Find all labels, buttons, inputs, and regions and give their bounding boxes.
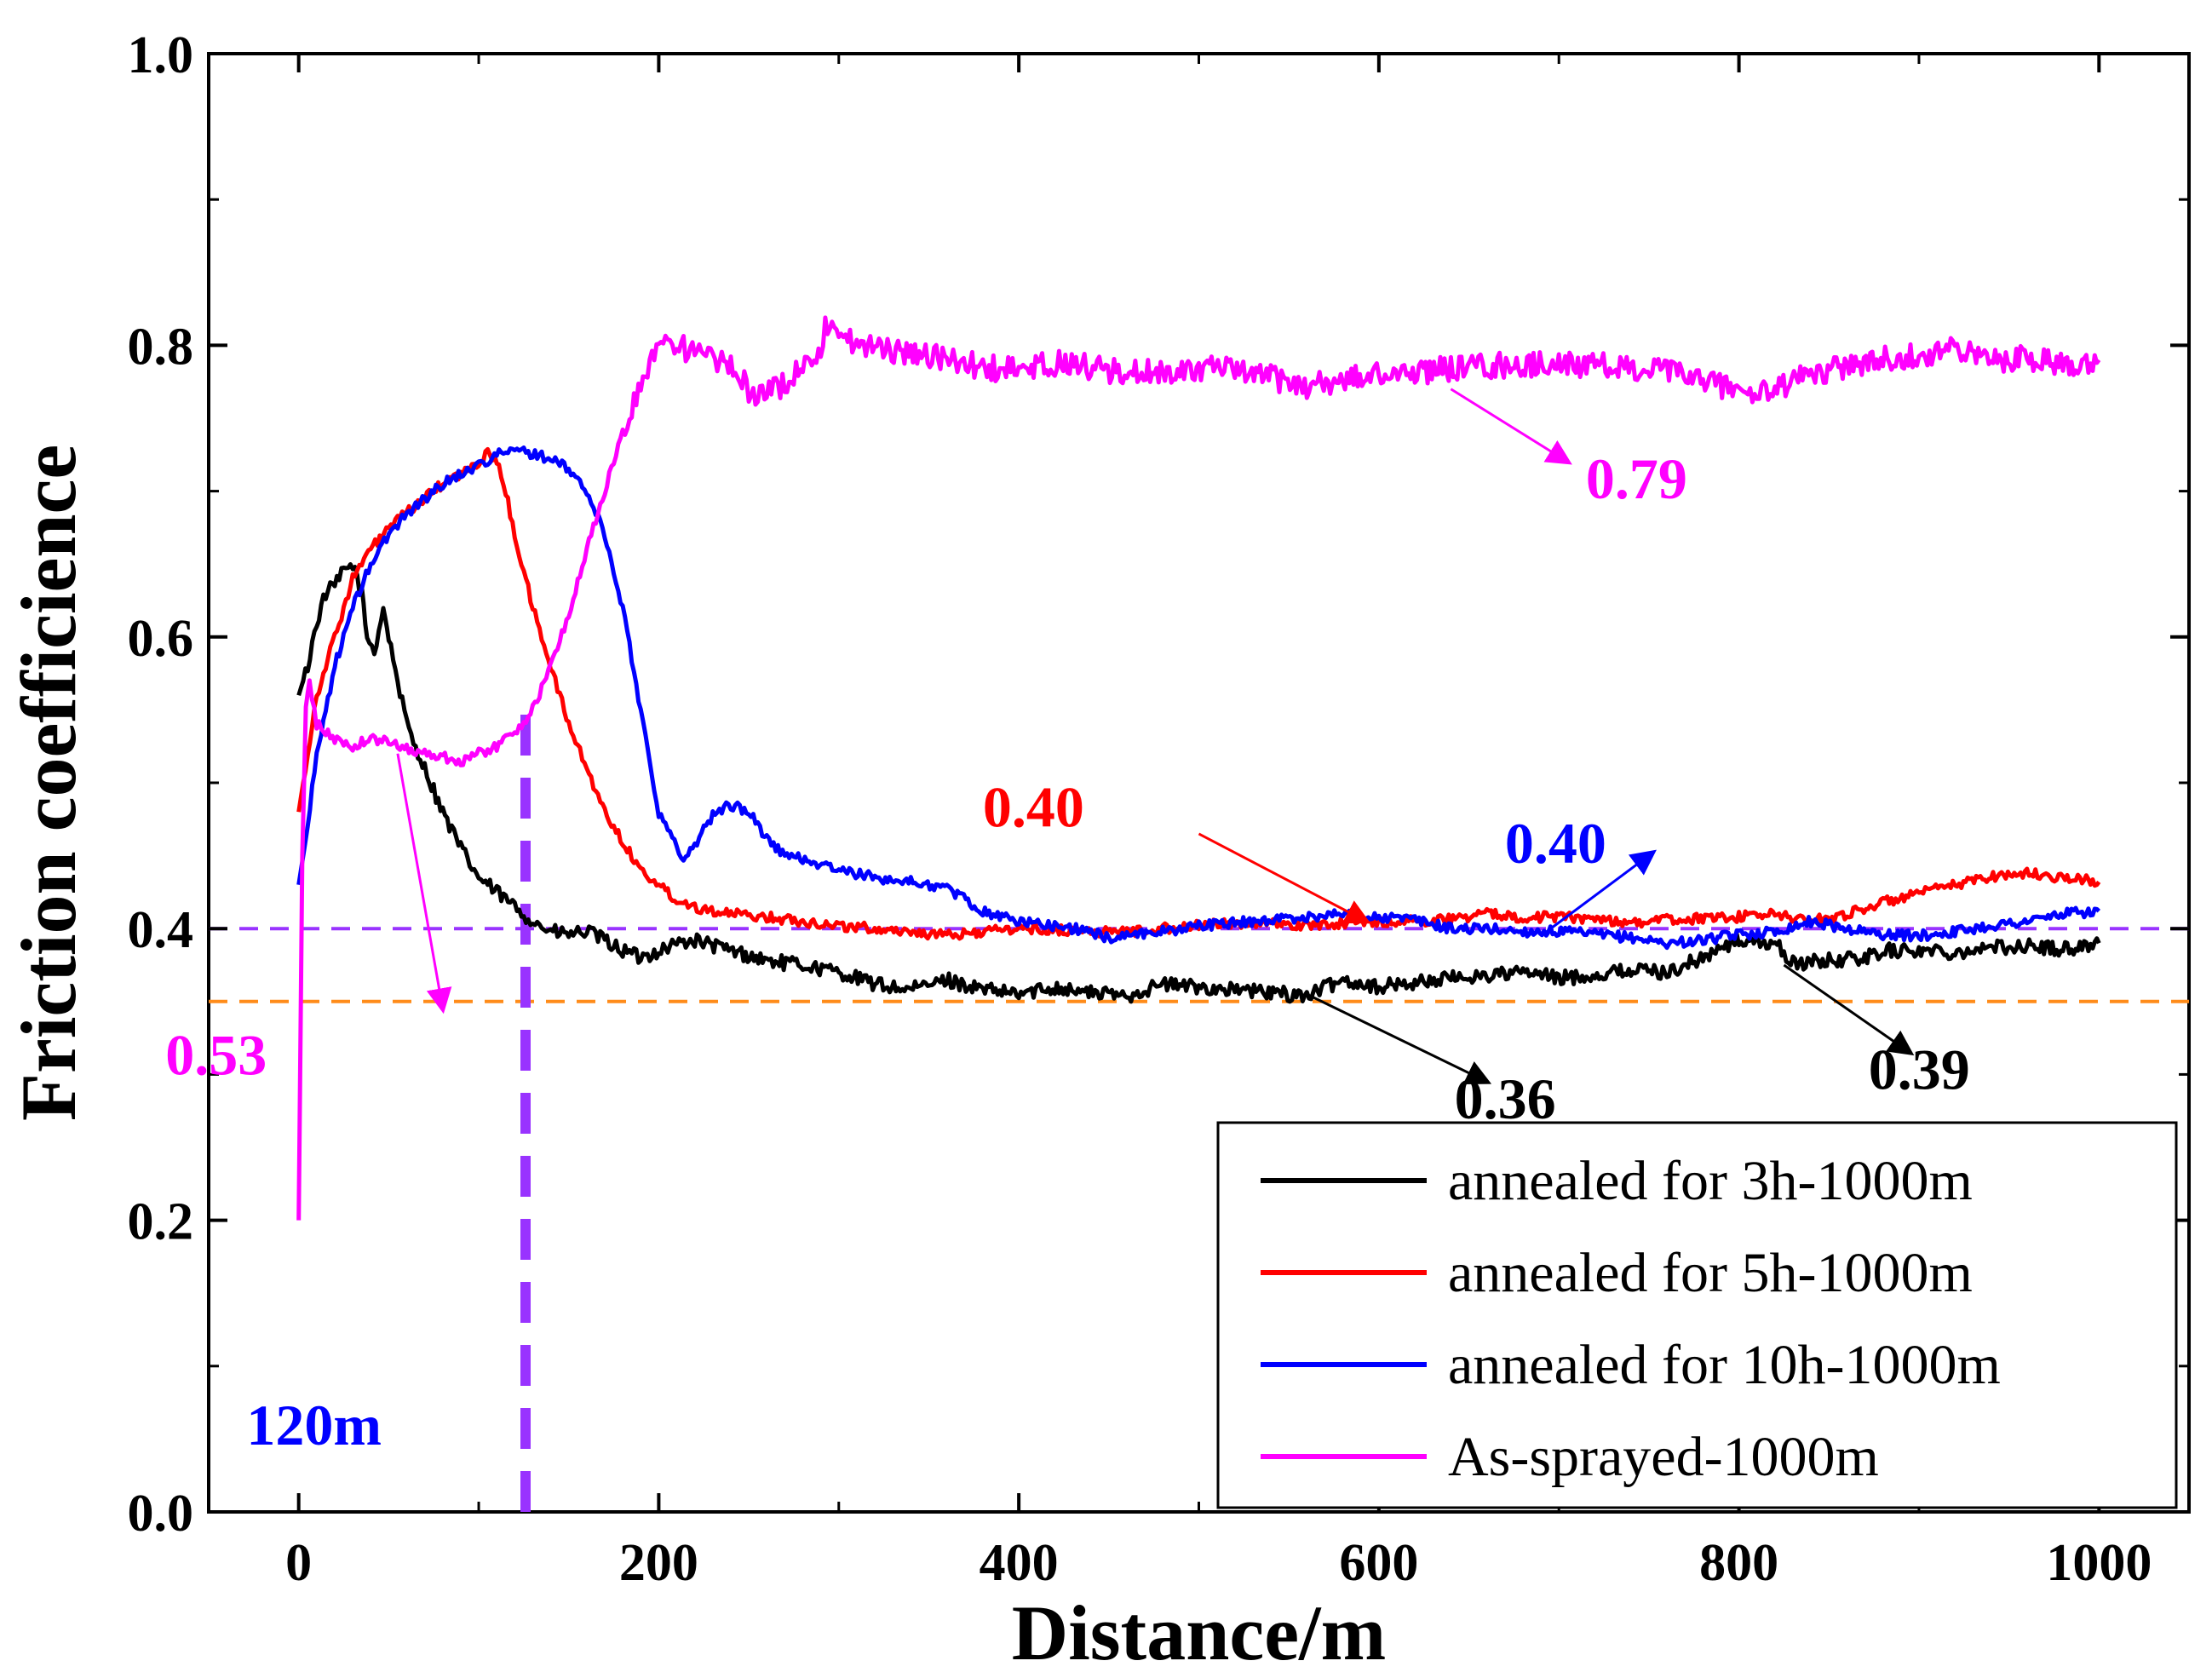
annotation-label: 120m (246, 1393, 382, 1457)
axis-ticks: 0 200 400 600 800 1000 0.0 0.2 0.4 0.6 0.8 1.0 (128, 26, 2189, 1592)
legend-label-3: annealed for 10h-1000m (1448, 1334, 2001, 1396)
annotation-arrow (1306, 992, 1492, 1084)
x-axis-title: Distance/m (1012, 1589, 1386, 1676)
annotation-arrow (1540, 849, 1657, 937)
legend-box (1216, 1121, 2178, 1509)
legend: annealed for 3h-1000m annealed for 5h-100… (1216, 1121, 2178, 1509)
x-tick-label: 1000 (2046, 1534, 2152, 1592)
y-tick-label: 0.4 (128, 901, 194, 959)
x-tick-label: 600 (1339, 1534, 1418, 1592)
annotation-label: 0.39 (1869, 1037, 1970, 1102)
annotation-arrow (1198, 832, 1371, 924)
y-tick-label: 0.2 (128, 1193, 194, 1251)
series-group (296, 315, 2101, 1221)
annotation-arrow (1783, 963, 1915, 1056)
legend-label-4: As-sprayed-1000m (1448, 1426, 1879, 1488)
annotation-label: 0.79 (1586, 446, 1687, 511)
y-tick-label: 0.6 (128, 610, 194, 668)
x-tick-label: 400 (980, 1534, 1059, 1592)
x-tick-label: 800 (1699, 1534, 1778, 1592)
annotation-arrow (1450, 388, 1572, 465)
series-line-4 (296, 315, 2101, 1221)
y-tick-label: 0.8 (128, 318, 194, 376)
x-tick-label: 200 (619, 1534, 698, 1592)
y-tick-label: 1.0 (128, 26, 194, 84)
series-line-1 (296, 562, 2101, 1004)
annotation-arrow (396, 753, 452, 1014)
legend-label-1: annealed for 3h-1000m (1448, 1150, 1973, 1212)
y-axis-title: Friction coefficience (5, 445, 92, 1121)
series-line-2 (296, 446, 2101, 941)
annotation-label: 0.36 (1455, 1066, 1556, 1131)
annotation-label: 0.40 (983, 774, 1084, 839)
x-tick-label: 0 (285, 1534, 312, 1592)
series-line-3 (296, 445, 2101, 951)
y-tick-label: 0.0 (128, 1485, 194, 1543)
annotation-label: 0.53 (165, 1022, 267, 1087)
legend-label-2: annealed for 5h-1000m (1448, 1242, 1973, 1304)
annotation-label: 0.40 (1505, 811, 1606, 876)
annotations: 0.79 0.40 0.40 0.53 0.36 0.39 120m (165, 388, 1970, 1457)
